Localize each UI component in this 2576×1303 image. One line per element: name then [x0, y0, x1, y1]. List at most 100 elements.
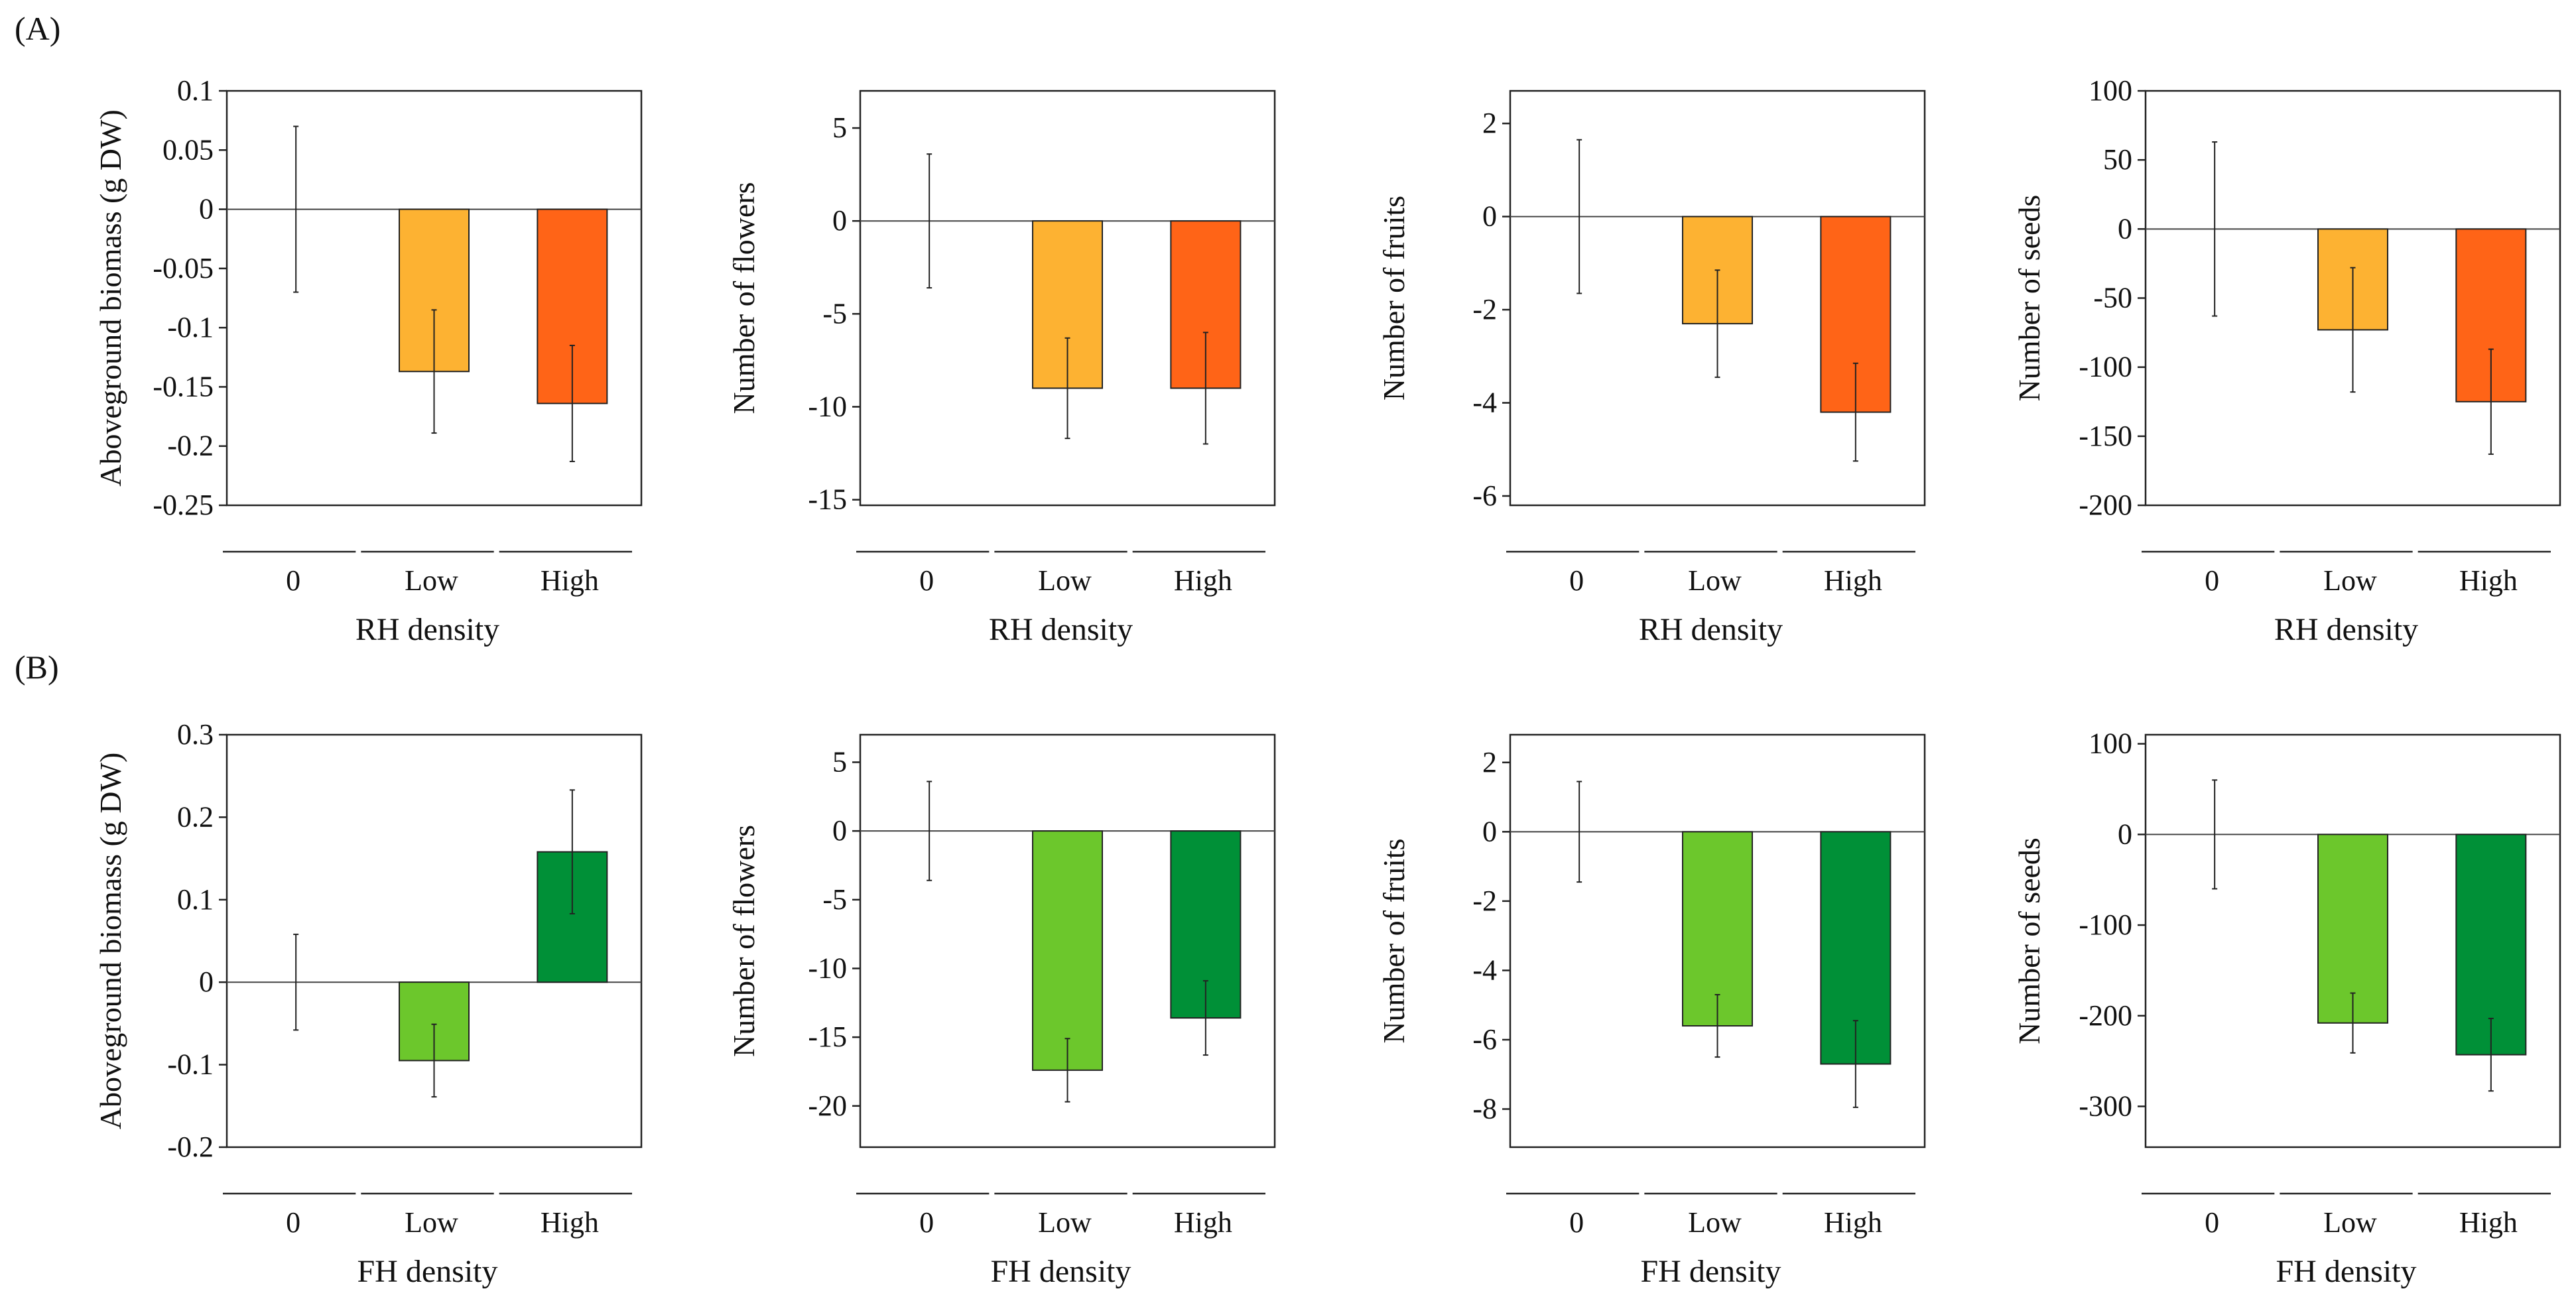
x-category-label: Low [1688, 564, 1742, 597]
panel-label-b: (B) [15, 649, 59, 686]
y-tick-label: 0.1 [177, 74, 214, 107]
chart-2: 5 0 -5 -10 -15 0 Low High RH density Number of fl… [727, 90, 1276, 647]
bar-low [1682, 831, 1753, 1027]
y-tick-label: -5 [822, 883, 847, 916]
y-tick-label: 5 [832, 745, 847, 778]
y-tick-label: 2 [1482, 107, 1497, 139]
x-category-label: Low [2323, 1206, 2377, 1239]
x-category-label: High [2459, 1206, 2518, 1239]
y-tick-label: 100 [2089, 727, 2132, 760]
y-tick-label: -5 [822, 297, 847, 330]
y-tick-label: -100 [2079, 351, 2132, 383]
panel-label-a: (A) [15, 10, 61, 47]
y-tick-label: 0.2 [177, 800, 214, 833]
y-tick-label: -100 [2079, 908, 2132, 941]
plot-frame [1509, 90, 1926, 507]
y-tick-label: -6 [1472, 1023, 1497, 1056]
y-tick-label: 5 [832, 111, 847, 144]
bar-low [2317, 834, 2388, 1024]
x-category-label: Low [405, 564, 458, 597]
y-tick-label: 100 [2089, 74, 2132, 107]
y-tick-label: 0 [199, 965, 214, 998]
bar-low [1032, 830, 1103, 1071]
y-tick-label: 0 [199, 193, 214, 225]
y-axis-title: Number of flowers [727, 825, 761, 1057]
y-tick-label: -0.2 [167, 1131, 214, 1163]
y-tick-label: -20 [808, 1089, 847, 1122]
chart-5: 0.3 0.2 0.1 0 -0.1 -0.2 0 Low High FH density Abov… [94, 718, 643, 1289]
x-category-label: 0 [2205, 1206, 2219, 1239]
y-tick-label: -15 [808, 1021, 847, 1053]
x-category-label: 0 [1569, 1206, 1584, 1239]
plot-frame [225, 90, 643, 507]
x-axis-title: RH density [989, 612, 1133, 647]
plot-frame [2144, 733, 2561, 1148]
y-axis-title: Aboveground biomass (g DW) [94, 109, 127, 487]
y-tick-label: -200 [2079, 489, 2132, 521]
y-axis-title: Number of fruits [1377, 838, 1411, 1043]
y-tick-label: -200 [2079, 999, 2132, 1032]
y-tick-label: -150 [2079, 420, 2132, 452]
y-tick-label: -0.1 [167, 311, 214, 343]
x-axis-title: FH density [1640, 1254, 1781, 1289]
y-tick-label: -300 [2079, 1089, 2132, 1122]
y-tick-label: -0.1 [167, 1048, 214, 1081]
y-tick-label: 2 [1482, 746, 1497, 778]
y-axis-title: Number of fruits [1377, 196, 1411, 401]
x-category-label: High [541, 1206, 599, 1239]
x-axis-title: RH density [355, 612, 499, 647]
x-category-label: Low [1038, 564, 1092, 597]
chart-7: 2 0 -2 -4 -6 -8 0 Low High FH density Number of fr… [1377, 733, 1926, 1289]
y-tick-label: 0 [832, 204, 847, 237]
y-tick-label: 0 [1482, 815, 1497, 847]
x-category-label: 0 [919, 564, 934, 597]
y-axis-title: Aboveground biomass (g DW) [94, 753, 127, 1130]
y-tick-label: -8 [1472, 1093, 1497, 1125]
x-category-label: High [541, 564, 599, 597]
x-category-label: High [1824, 1206, 1882, 1239]
y-tick-label: -10 [808, 390, 847, 422]
x-category-label: Low [2323, 564, 2377, 597]
x-axis-title: RH density [1639, 612, 1783, 647]
y-tick-label: -15 [808, 483, 847, 516]
y-tick-label: -50 [2093, 282, 2132, 314]
chart-3: 2 0 -2 -4 -6 0 Low High RH density Number of frui… [1377, 90, 1926, 647]
y-tick-label: 0.05 [162, 133, 214, 166]
y-tick-label: 0 [2118, 212, 2132, 245]
x-category-label: High [2459, 564, 2518, 597]
x-axis-title: FH density [2276, 1254, 2416, 1289]
y-tick-label: 0 [832, 814, 847, 847]
y-tick-label: -0.15 [153, 370, 214, 403]
x-category-label: 0 [286, 564, 300, 597]
y-axis-title: Number of seeds [2012, 195, 2046, 402]
y-tick-label: -0.2 [167, 430, 214, 462]
x-category-label: 0 [919, 1206, 934, 1239]
y-tick-label: -2 [1472, 885, 1497, 917]
y-tick-label: 0 [1482, 200, 1497, 233]
x-axis-title: FH density [357, 1254, 497, 1289]
x-category-label: Low [1038, 1206, 1092, 1239]
y-tick-label: 0 [2118, 818, 2132, 850]
x-category-label: 0 [2205, 564, 2219, 597]
y-tick-label: -0.05 [153, 252, 214, 284]
y-tick-label: -6 [1472, 479, 1497, 512]
chart-8: 100 0 -100 -200 -300 0 Low High FH density Number… [2012, 727, 2561, 1289]
x-axis-title: RH density [2274, 612, 2418, 647]
x-category-label: 0 [286, 1206, 300, 1239]
chart-6: 5 0 -5 -10 -15 -20 0 Low High FH density Number of… [727, 733, 1276, 1289]
plot-frame [859, 90, 1276, 507]
x-axis-title: FH density [990, 1254, 1131, 1289]
y-tick-label: -10 [808, 952, 847, 984]
x-category-label: Low [405, 1206, 458, 1239]
x-category-label: High [1174, 1206, 1232, 1239]
chart-1: 0.1 0.05 0 -0.05 -0.1 -0.15 -0.2 -0.25 0 Low High R… [94, 74, 643, 647]
plot-frame [1509, 733, 1926, 1148]
x-category-label: High [1824, 564, 1882, 597]
y-tick-label: -4 [1472, 954, 1497, 986]
y-tick-label: -0.25 [153, 489, 214, 521]
x-category-label: High [1174, 564, 1232, 597]
y-axis-title: Number of flowers [727, 182, 761, 414]
y-tick-label: -2 [1472, 293, 1497, 326]
